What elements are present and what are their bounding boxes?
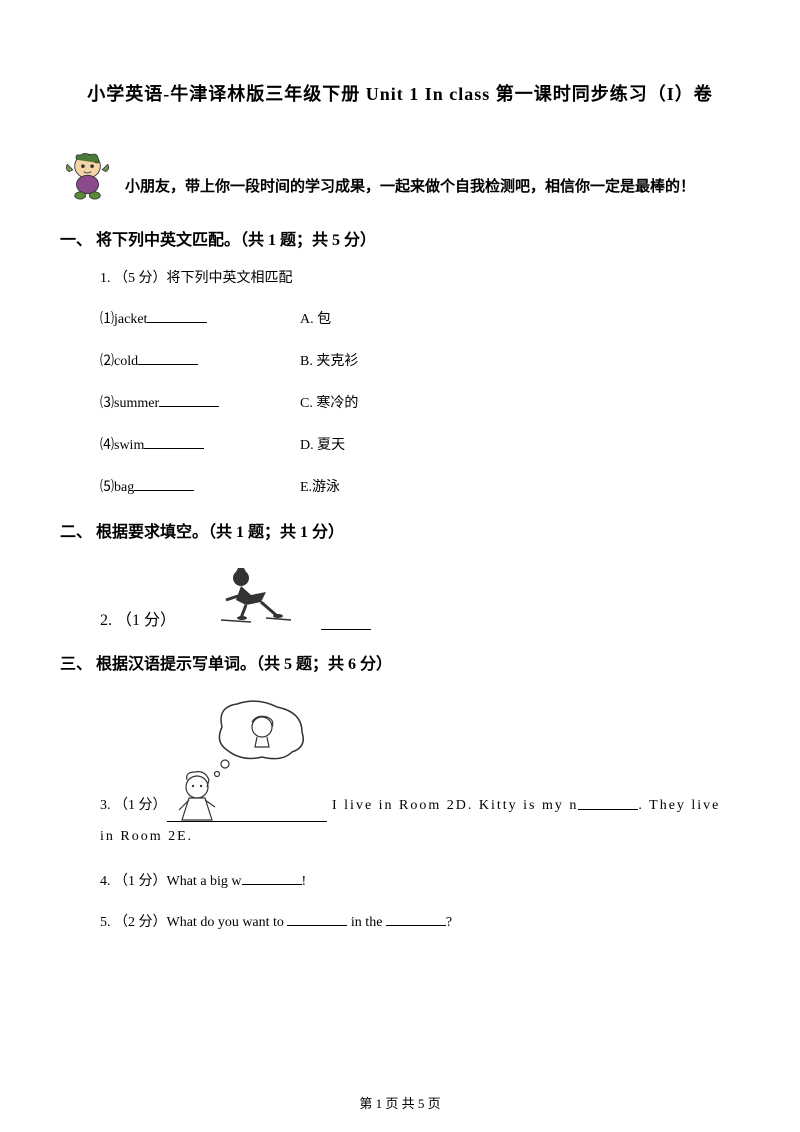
match-left-1: ⑴jacket [100, 312, 147, 327]
blank[interactable] [578, 796, 638, 810]
question-5: 5. （2 分）What do you want to in the ? [100, 912, 740, 934]
intro-text: 小朋友，带上你一段时间的学习成果，一起来做个自我检测吧，相信你一定是最棒的！ [125, 175, 695, 201]
blank[interactable] [287, 912, 347, 926]
intro-row: 小朋友，带上你一段时间的学习成果，一起来做个自我检测吧，相信你一定是最棒的！ [60, 146, 740, 201]
match-left-4: ⑷swim [100, 438, 144, 453]
blank[interactable] [242, 871, 302, 885]
question-2-row: 2. （1 分） [100, 560, 740, 630]
q3-text1: I live in Room 2D. Kitty is my n [327, 799, 579, 814]
q5-mid: in the [347, 915, 386, 930]
blank[interactable] [138, 351, 198, 365]
match-right-1: A. 包 [300, 308, 740, 328]
blank[interactable] [144, 435, 204, 449]
blank[interactable] [321, 616, 371, 630]
question-2-prefix: 2. （1 分） [100, 606, 176, 630]
match-right-5: E.游泳 [300, 476, 740, 496]
q3-text2: . They live [638, 799, 720, 814]
question-3: 3. （1 分） I live in Room 2D. Kitty is my … [100, 692, 740, 853]
blank[interactable] [159, 393, 219, 407]
question-1: 1. （5 分）将下列中英文相匹配 [100, 268, 740, 290]
thinking-girl-image [167, 692, 327, 822]
match-item-4: ⑷swim D. 夏天 [100, 434, 740, 454]
q3-text3: in Room 2E. [100, 822, 740, 853]
mascot-icon [60, 146, 115, 201]
q4-prefix: 4. （1 分）What a big w [100, 874, 242, 889]
blank[interactable] [134, 477, 194, 491]
q4-suffix: ! [302, 874, 307, 889]
match-item-1: ⑴jacket A. 包 [100, 308, 740, 328]
section3-header: 三、 根据汉语提示写单词。（共 5 题；共 6 分） [60, 650, 740, 674]
match-right-2: B. 夹克衫 [300, 350, 740, 370]
question-3-prefix: 3. （1 分） [100, 799, 167, 814]
q5-suffix: ? [446, 915, 452, 930]
match-right-3: C. 寒冷的 [300, 392, 740, 412]
match-left-2: ⑵cold [100, 354, 138, 369]
page-footer: 第 1 页 共 5 页 [0, 1093, 800, 1112]
match-left-3: ⑶summer [100, 396, 159, 411]
document-title: 小学英语-牛津译林版三年级下册 Unit 1 In class 第一课时同步练习… [60, 80, 740, 106]
blank[interactable] [386, 912, 446, 926]
question-4: 4. （1 分）What a big w! [100, 871, 740, 893]
section2-header: 二、 根据要求填空。（共 1 题；共 1 分） [60, 518, 740, 542]
q5-prefix: 5. （2 分）What do you want to [100, 915, 287, 930]
skating-image [206, 560, 306, 630]
match-item-3: ⑶summer C. 寒冷的 [100, 392, 740, 412]
match-item-2: ⑵cold B. 夹克衫 [100, 350, 740, 370]
match-item-5: ⑸bag E.游泳 [100, 476, 740, 496]
blank[interactable] [147, 309, 207, 323]
match-left-5: ⑸bag [100, 480, 134, 495]
match-right-4: D. 夏天 [300, 434, 740, 454]
section1-header: 一、 将下列中英文匹配。（共 1 题；共 5 分） [60, 226, 740, 250]
